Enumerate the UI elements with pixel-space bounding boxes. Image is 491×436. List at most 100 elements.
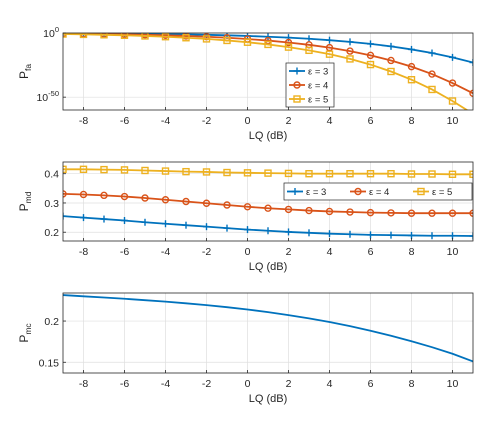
data-point	[366, 208, 375, 217]
data-point	[449, 53, 456, 61]
series-4	[63, 190, 473, 217]
data-point	[428, 170, 436, 178]
data-point	[80, 214, 87, 222]
data-point	[428, 70, 436, 78]
data-point	[182, 197, 190, 206]
data-point	[325, 50, 334, 58]
x-tick-label: 0	[245, 115, 251, 127]
data-point	[305, 229, 313, 237]
data-point	[428, 232, 436, 240]
legend-marker	[293, 81, 301, 89]
legend-item: ε = 3	[287, 187, 326, 198]
data-point	[202, 168, 211, 176]
data-point	[100, 33, 108, 39]
data-point	[326, 230, 333, 238]
data-point	[387, 231, 395, 239]
legend-item: ε = 5	[289, 95, 328, 106]
data-point	[264, 227, 272, 235]
legend-marker	[291, 188, 299, 195]
x-tick-label: -6	[120, 246, 129, 258]
legend-label: ε = 3	[308, 67, 328, 78]
data-point	[284, 205, 293, 214]
data-point	[264, 169, 272, 177]
data-point	[305, 46, 313, 55]
data-point	[100, 215, 108, 223]
data-point	[366, 60, 375, 69]
data-point	[448, 209, 457, 217]
data-point	[223, 36, 231, 45]
x-axis-label: LQ (dB)	[249, 130, 288, 142]
data-point	[367, 231, 374, 239]
series-line	[63, 168, 473, 176]
x-tick-label: 4	[327, 378, 333, 390]
x-tick-label: 8	[409, 246, 415, 258]
legend-label: ε = 4	[369, 187, 389, 198]
data-point	[79, 165, 88, 174]
data-point	[141, 166, 149, 175]
y-axis-label: Pfa	[17, 64, 33, 79]
axes-box	[62, 32, 474, 111]
data-point	[63, 165, 67, 174]
data-point	[243, 38, 252, 46]
data-point	[407, 170, 416, 178]
data-point	[408, 231, 415, 239]
data-point	[182, 167, 190, 176]
y-tick-label: 0.4	[44, 169, 59, 181]
data-point	[305, 170, 313, 178]
legend: ε = 3 ε = 4 ε = 5	[285, 62, 335, 108]
legend-item: ε = 4	[350, 187, 389, 198]
data-point	[366, 51, 375, 60]
x-axis-label: LQ (dB)	[249, 261, 288, 273]
y-tick-label: 0.2	[44, 227, 59, 239]
data-point	[367, 40, 374, 48]
series-5	[63, 165, 473, 178]
x-tick-label: -8	[79, 115, 88, 127]
x-tick-label: -2	[202, 246, 211, 258]
x-tick-label: 10	[447, 378, 459, 390]
data-point	[428, 49, 436, 57]
data-point	[182, 34, 190, 42]
series-line	[63, 294, 473, 363]
data-point	[264, 33, 272, 41]
x-tick-label: 8	[409, 378, 415, 390]
data-point	[387, 67, 395, 76]
y-axis-label: Pmd	[17, 191, 33, 211]
data-point	[120, 166, 129, 174]
data-point	[141, 194, 149, 202]
data-point	[244, 226, 251, 234]
data-point	[120, 192, 129, 201]
x-tick-label: -2	[202, 378, 211, 390]
x-tick-label: 0	[245, 378, 251, 390]
data-point	[202, 199, 211, 207]
data-point	[407, 62, 416, 71]
legend-marker	[293, 67, 301, 75]
series-5	[63, 33, 469, 110]
data-point	[325, 170, 334, 178]
x-tick-label: -4	[161, 378, 170, 390]
data-point	[346, 170, 354, 178]
data-point	[79, 190, 88, 199]
x-tick-label: -2	[202, 115, 211, 127]
data-point	[202, 35, 211, 43]
data-point	[428, 85, 436, 94]
data-point	[63, 190, 67, 198]
legend-label: ε = 4	[308, 81, 328, 92]
y-tick-label: 10-50	[36, 89, 59, 104]
series-4	[63, 33, 473, 98]
x-tick-label: 2	[286, 115, 292, 127]
x-tick-label: -8	[79, 378, 88, 390]
data-point	[284, 38, 293, 47]
x-tick-label: 4	[327, 246, 333, 258]
x-axis-label: LQ (dB)	[249, 393, 288, 405]
data-point	[161, 196, 170, 204]
data-point	[285, 228, 292, 236]
series-line	[63, 192, 473, 215]
data-point	[366, 170, 375, 178]
x-tick-label: 6	[368, 378, 374, 390]
legend-marker	[417, 187, 425, 196]
y-tick-label: 0.15	[39, 357, 60, 369]
data-point	[448, 79, 457, 87]
